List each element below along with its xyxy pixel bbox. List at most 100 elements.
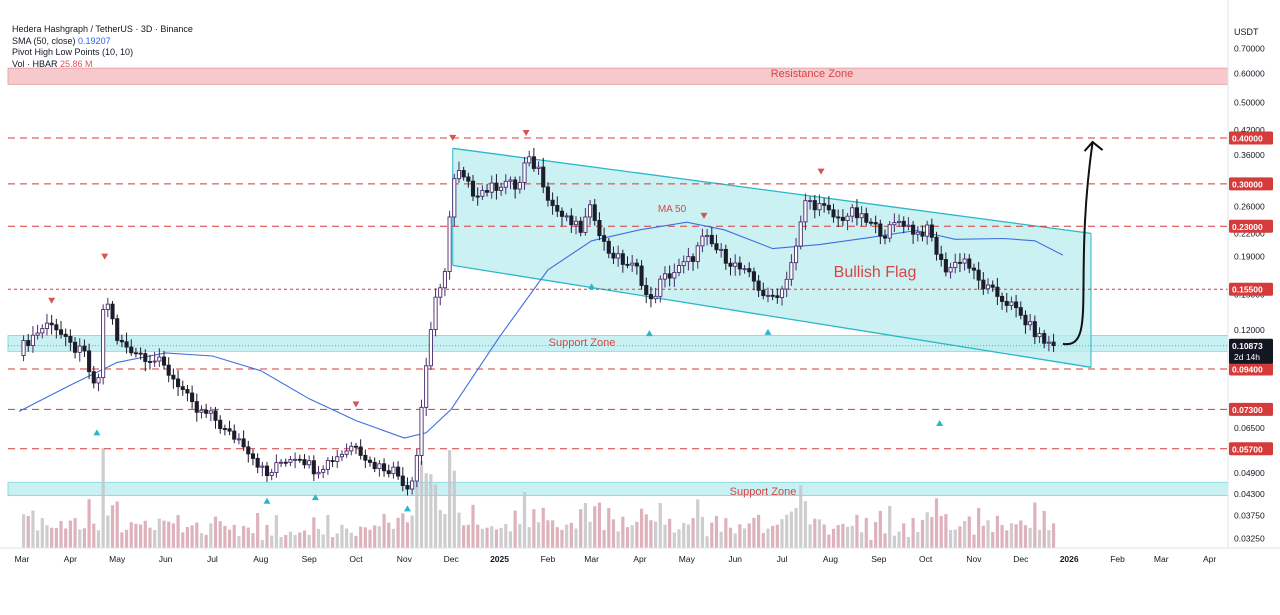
support-zone-lower-label: Support Zone [730, 486, 797, 498]
volume-bar [654, 521, 658, 548]
candle [840, 209, 845, 226]
legend-sma-value: 0.19207 [78, 35, 111, 46]
volume-bar [981, 525, 985, 548]
candle-body [686, 256, 691, 263]
volume-bar [991, 531, 995, 548]
time-tick-label: Dec [444, 554, 460, 564]
pivot-low-marker [263, 497, 271, 504]
candle-body [297, 458, 302, 461]
candle-body [466, 176, 471, 182]
candle [143, 349, 148, 372]
candle-body [503, 180, 508, 188]
volume-bar [45, 525, 49, 548]
candle-body [620, 253, 625, 265]
candle [171, 368, 176, 389]
candle [939, 245, 944, 267]
candle [573, 216, 579, 235]
candle-body [382, 463, 387, 472]
volume-bar [78, 529, 82, 548]
time-tick-label: 2026 [1060, 554, 1079, 564]
candle [297, 454, 302, 463]
candle-body [705, 234, 710, 237]
volume-bar [672, 532, 676, 548]
candle [138, 347, 143, 360]
volume-bar [59, 520, 63, 548]
volume-bar [611, 519, 616, 548]
pivot-low-marker [93, 429, 101, 436]
volume-bar [143, 520, 147, 548]
volume-bar [68, 520, 72, 548]
candle-body [995, 286, 1000, 297]
volume-bar [860, 532, 864, 548]
candle-body [920, 231, 925, 237]
candle [887, 220, 892, 243]
candle-body [461, 170, 466, 178]
candle-body [152, 360, 157, 363]
candle-body [1028, 321, 1033, 326]
volume-bar [382, 513, 386, 548]
volume-bar [995, 515, 999, 548]
volume-bar [284, 534, 288, 548]
candle [555, 196, 560, 218]
candle-body [606, 240, 611, 254]
volume-bar [710, 522, 714, 548]
volume-bar [36, 530, 40, 548]
volume-bar [780, 519, 784, 548]
candle-body [372, 461, 377, 470]
resistance-zone [7, 67, 1229, 85]
candle [536, 161, 541, 175]
volume-bar [878, 510, 882, 548]
candle [452, 173, 457, 227]
volume-bar [401, 513, 405, 548]
candle [817, 194, 822, 217]
candle-body [30, 334, 35, 346]
candle [798, 215, 803, 250]
candle-body [714, 243, 719, 251]
volume-bar [532, 509, 536, 548]
volume-bar [64, 528, 68, 548]
volume-bar [209, 523, 213, 548]
volume-bar [766, 528, 770, 548]
candle [700, 228, 705, 253]
volume-bar [864, 517, 868, 548]
volume-bar [1033, 502, 1037, 548]
countdown-label: 2d 14h [1234, 352, 1260, 362]
candle-body [87, 350, 92, 373]
candle [559, 207, 565, 227]
candle-body [756, 280, 761, 291]
volume-bar [733, 533, 737, 548]
candle-body [826, 204, 831, 211]
volume-bar [948, 530, 953, 548]
candle-body [522, 162, 527, 183]
volume-bar [565, 524, 569, 548]
volume-bar [457, 512, 461, 548]
volume-bar [897, 531, 901, 548]
candle [1028, 313, 1033, 331]
candle [489, 175, 494, 199]
candle-body [887, 224, 892, 239]
candle [864, 207, 869, 226]
volume-bar [803, 501, 808, 548]
candle-body [330, 460, 335, 462]
candle-body [897, 220, 902, 224]
candles-layer [21, 147, 1056, 496]
candle [957, 253, 962, 273]
candle-body [854, 207, 859, 219]
candle [897, 214, 902, 227]
candle-body [953, 261, 958, 269]
volume-bar [536, 522, 541, 548]
volume-bar [31, 510, 35, 548]
candle [583, 208, 588, 236]
candle [161, 350, 167, 370]
candle-body [719, 248, 724, 251]
candle-body [213, 410, 218, 421]
price-tick-label: 0.36000 [1234, 150, 1265, 160]
volume-bar [1000, 525, 1004, 548]
candle [63, 328, 68, 347]
candle-body [410, 480, 415, 490]
volume-bar [373, 525, 377, 548]
volume-bar [1019, 520, 1023, 548]
candle-body [185, 389, 190, 394]
